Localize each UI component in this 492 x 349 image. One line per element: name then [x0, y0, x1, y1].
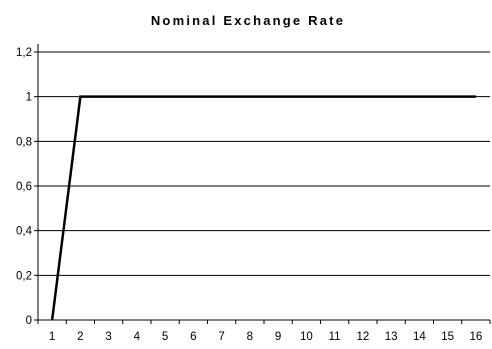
x-tick-label: 15 — [441, 331, 454, 343]
x-tick-label: 7 — [218, 331, 224, 343]
series-group — [50, 95, 476, 321]
y-axis-ticks: 0 0,2 0,4 0,6 0,8 1 1,2 — [16, 47, 38, 327]
x-tick-label: 13 — [385, 331, 398, 343]
chart-title: Nominal Exchange Rate — [151, 13, 345, 28]
gridlines — [38, 51, 490, 276]
y-tick-label: 1 — [26, 92, 32, 104]
y-tick-label: 0,2 — [16, 270, 32, 282]
x-tick-label: 8 — [247, 331, 253, 343]
y-tick-label: 0,4 — [16, 226, 33, 238]
x-tick-label: 1 — [49, 331, 55, 343]
y-tick-label: 0 — [26, 315, 32, 327]
x-tick-label: 6 — [190, 331, 196, 343]
y-tick-label: 0,6 — [16, 181, 32, 193]
x-tick-label: 16 — [469, 331, 482, 343]
x-tick-label: 4 — [134, 331, 141, 343]
x-tick-label: 2 — [77, 331, 83, 343]
x-tick-label: 11 — [329, 331, 341, 343]
x-axis-ticks: 1 2 3 4 5 6 7 8 9 10 11 12 13 14 15 16 — [37, 320, 491, 343]
x-tick-label: 5 — [162, 331, 168, 343]
x-tick-label: 10 — [300, 331, 313, 343]
x-tick-label: 3 — [105, 331, 111, 343]
x-tick-label: 12 — [356, 331, 369, 343]
y-tick-label: 1,2 — [16, 47, 32, 59]
x-tick-label: 9 — [275, 331, 281, 343]
series-line-0 — [50, 95, 476, 321]
axes — [37, 44, 490, 321]
y-tick-label: 0,8 — [16, 136, 32, 148]
x-tick-label: 14 — [413, 331, 426, 343]
